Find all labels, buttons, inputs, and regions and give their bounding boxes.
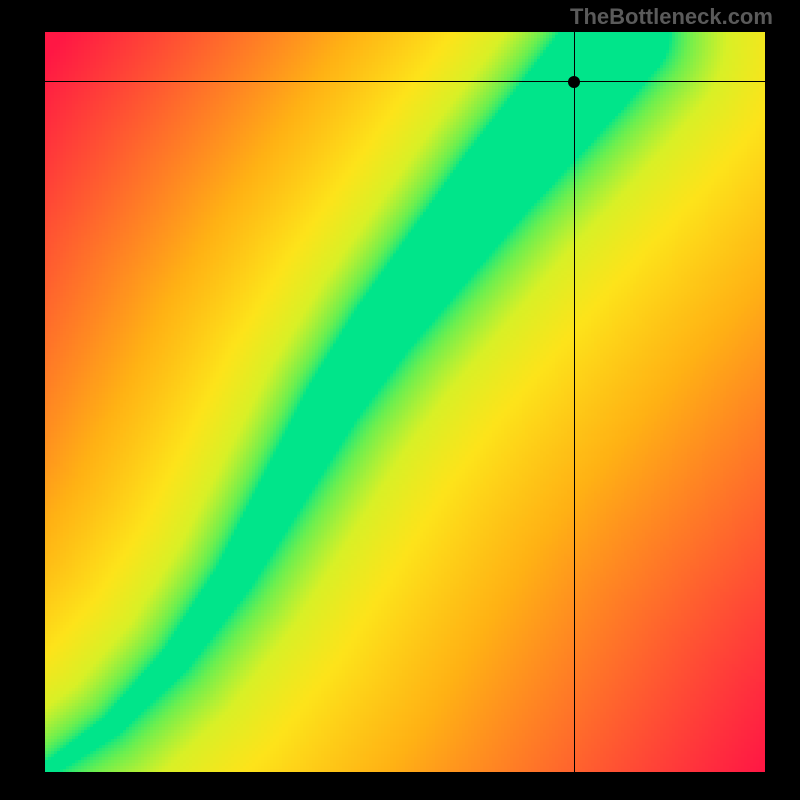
watermark-text: TheBottleneck.com (570, 4, 773, 30)
crosshair-vertical (574, 32, 575, 772)
heatmap-canvas (45, 32, 765, 772)
crosshair-horizontal (45, 81, 765, 82)
crosshair-marker (568, 76, 580, 88)
chart-container: TheBottleneck.com (0, 0, 800, 800)
